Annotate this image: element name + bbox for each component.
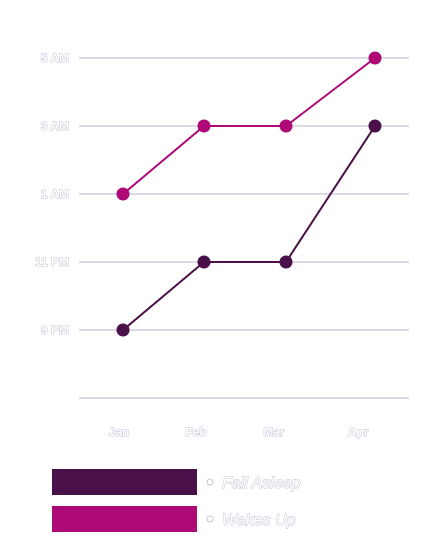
grid-lines bbox=[79, 57, 409, 399]
y-tick-label: 3 AM bbox=[41, 119, 69, 133]
data-point bbox=[116, 187, 130, 201]
x-tick-label: Feb bbox=[185, 425, 206, 439]
series-line bbox=[122, 125, 376, 331]
series-line bbox=[122, 57, 376, 195]
data-point bbox=[279, 119, 293, 133]
x-tick-label: Mar bbox=[263, 425, 285, 439]
legend-label: Fall Asleep bbox=[222, 475, 301, 492]
series-lines bbox=[116, 51, 382, 337]
data-point bbox=[368, 119, 382, 133]
legend-swatch bbox=[52, 469, 197, 495]
y-tick-label: 1 AM bbox=[41, 187, 69, 201]
x-axis-labels: Jan Feb Mar Apr bbox=[108, 425, 369, 440]
data-point bbox=[116, 323, 130, 337]
legend-bullet bbox=[206, 515, 214, 523]
data-point bbox=[368, 51, 382, 65]
x-tick-label: Apr bbox=[348, 425, 369, 439]
x-tick-label: Jan bbox=[109, 425, 130, 439]
y-axis-labels: 9 PM 11 PM 1 AM 3 AM 5 AM bbox=[34, 51, 69, 338]
y-tick-label: 11 PM bbox=[35, 255, 69, 269]
legend-bullet bbox=[206, 478, 214, 486]
y-tick-label: 5 AM bbox=[41, 51, 69, 65]
legend: Fall Asleep Wakes Up bbox=[52, 469, 301, 532]
y-tick-label: 9 PM bbox=[41, 323, 69, 337]
data-point bbox=[197, 119, 211, 133]
data-point bbox=[197, 255, 211, 269]
legend-swatch bbox=[52, 506, 197, 532]
legend-label: Wakes Up bbox=[222, 512, 296, 529]
data-point bbox=[279, 255, 293, 269]
